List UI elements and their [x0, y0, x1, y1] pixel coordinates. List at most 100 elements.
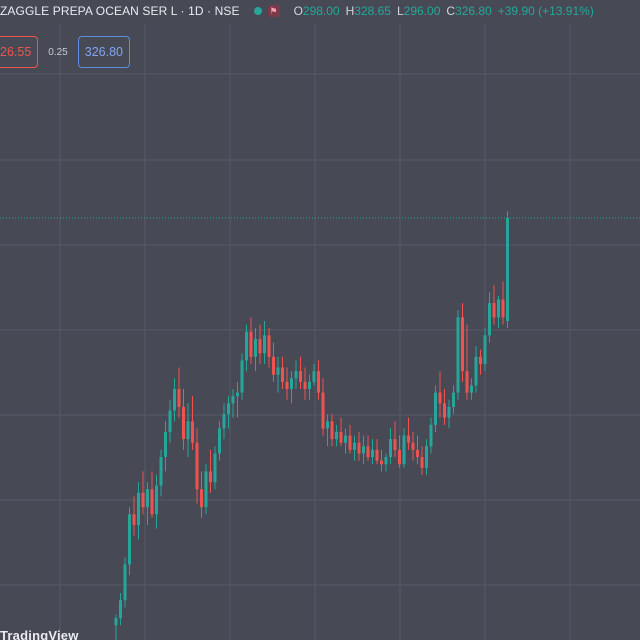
candle-body: [218, 428, 221, 454]
ohlc-open: O298.00: [293, 4, 340, 18]
candle: [330, 414, 334, 447]
candle: [488, 292, 491, 343]
candle: [456, 310, 460, 400]
candle: [218, 421, 221, 461]
symbol-header: ZAGGLE PREPA OCEAN SER L · 1D · NSE ⚑ O2…: [0, 2, 594, 20]
candle: [168, 399, 172, 443]
symbol-title[interactable]: ZAGGLE PREPA OCEAN SER L · 1D · NSE: [0, 4, 240, 18]
candle: [177, 367, 181, 418]
candle-body: [231, 396, 235, 404]
candle-body: [173, 389, 176, 411]
candle: [137, 482, 140, 540]
candle-body: [204, 471, 208, 508]
candle: [407, 417, 410, 450]
candle: [299, 356, 302, 390]
candle: [213, 446, 217, 490]
candle-body: [308, 381, 311, 390]
candle: [326, 414, 329, 447]
candle: [281, 356, 284, 390]
candle: [321, 378, 325, 436]
candle-body: [353, 442, 356, 450]
candle: [438, 371, 442, 418]
trade-panel: 26.55 0.25 326.80: [0, 36, 130, 68]
candle: [132, 496, 136, 536]
candle: [267, 328, 271, 368]
candle: [393, 421, 397, 458]
candle-body: [456, 317, 460, 393]
candle-body: [186, 421, 190, 440]
candle: [380, 449, 383, 472]
candle-body: [393, 439, 397, 450]
candles: [114, 211, 509, 640]
candle-body: [335, 431, 338, 440]
ohlc-values: O298.00 H328.65 L296.00 C326.80 +39.90 (…: [294, 4, 594, 18]
candle: [141, 471, 145, 515]
spread-value: 0.25: [48, 46, 68, 58]
ohlc-close: C326.80: [446, 4, 492, 18]
candle: [285, 367, 289, 400]
candle-body: [222, 414, 226, 429]
candle-body: [249, 331, 253, 357]
candle-body: [321, 392, 325, 429]
candle: [146, 482, 149, 526]
candle: [335, 424, 338, 447]
candle: [425, 439, 428, 475]
candle-body: [470, 385, 473, 393]
candle-body: [389, 439, 392, 458]
candle: [461, 303, 464, 382]
logo-text: TradingView: [0, 628, 79, 640]
candle: [123, 557, 127, 608]
candle-body: [384, 457, 388, 465]
candle-body: [483, 335, 487, 364]
price-change: +39.90 (+13.91%): [497, 4, 594, 18]
candle-body: [128, 514, 131, 565]
candle-body: [474, 356, 478, 386]
candle: [128, 507, 131, 576]
candle: [465, 324, 469, 400]
candle-body: [195, 442, 199, 490]
candle-body: [168, 410, 172, 432]
market-status-icon: [253, 7, 262, 15]
candle: [240, 353, 244, 400]
candle: [312, 363, 316, 386]
candle-body: [461, 317, 464, 372]
candle: [483, 328, 487, 372]
candle: [182, 389, 185, 450]
candle: [114, 614, 118, 640]
candle: [119, 593, 122, 626]
candle-body: [191, 421, 194, 443]
candle: [164, 421, 167, 472]
candle-body: [501, 299, 505, 318]
candle: [375, 439, 379, 465]
sell-button[interactable]: 26.55: [0, 36, 39, 68]
candle-body: [267, 335, 271, 357]
buy-button[interactable]: 326.80: [77, 36, 130, 68]
candle: [443, 389, 446, 425]
candle-body: [209, 471, 212, 483]
candle-body: [375, 449, 379, 461]
candle-body: [294, 371, 298, 379]
candle-body: [281, 367, 284, 382]
candle-body: [434, 392, 437, 425]
tradingview-logo[interactable]: TradingView: [0, 628, 79, 640]
candle: [191, 396, 194, 450]
candle: [227, 396, 230, 429]
candle-body: [366, 446, 370, 458]
candle-body: [407, 435, 410, 443]
ohlc-low: L296.00: [396, 4, 441, 18]
candle-body: [452, 392, 455, 407]
candle: [258, 324, 262, 364]
candle: [294, 360, 298, 390]
candle-body: [465, 371, 469, 393]
candle: [155, 474, 158, 529]
candle: [362, 435, 365, 465]
candle-body: [416, 449, 419, 458]
candle-body: [402, 435, 406, 465]
candle: [411, 431, 415, 461]
candle: [501, 281, 505, 325]
candle: [402, 428, 406, 468]
candle: [434, 385, 437, 432]
flag-icon[interactable]: ⚑: [267, 5, 280, 17]
candle: [150, 471, 154, 518]
